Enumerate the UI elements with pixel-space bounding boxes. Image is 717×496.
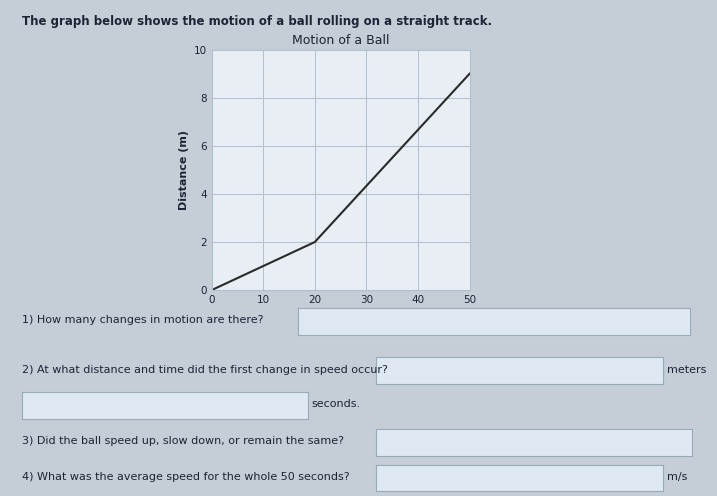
Text: 2) At what distance and time did the first change in speed occur?: 2) At what distance and time did the fir… [22, 365, 387, 374]
Text: seconds.: seconds. [312, 399, 361, 409]
Text: meters: meters [667, 365, 706, 374]
X-axis label: Time (s): Time (s) [315, 309, 366, 319]
Text: m/s: m/s [667, 472, 687, 482]
Text: 4) What was the average speed for the whole 50 seconds?: 4) What was the average speed for the wh… [22, 472, 349, 482]
Y-axis label: Distance (m): Distance (m) [179, 130, 189, 210]
Text: 3) Did the ball speed up, slow down, or remain the same?: 3) Did the ball speed up, slow down, or … [22, 436, 343, 446]
Text: 1) How many changes in motion are there?: 1) How many changes in motion are there? [22, 315, 263, 325]
Title: Motion of a Ball: Motion of a Ball [292, 34, 389, 47]
Text: The graph below shows the motion of a ball rolling on a straight track.: The graph below shows the motion of a ba… [22, 15, 492, 28]
